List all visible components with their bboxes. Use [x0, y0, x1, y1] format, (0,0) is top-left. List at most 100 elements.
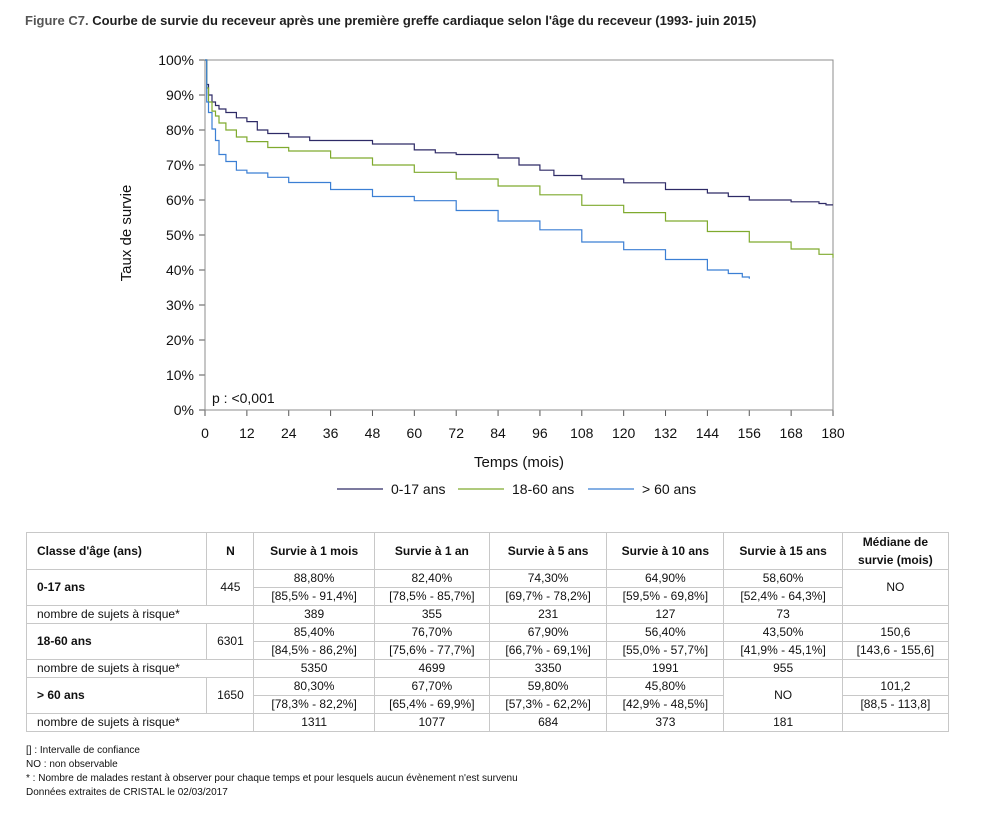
- risk-row: nombre de sujets à risque* 5350 4699 3350 19…: [25, 659, 950, 678]
- x-tick-label: 132: [654, 425, 678, 441]
- series-line-1: [205, 59, 833, 206]
- confidence-interval-cell: [55,0% - 57,7%]: [606, 641, 725, 660]
- survival-value-cell: 88,80%: [253, 569, 375, 588]
- survival-value-cell: 43,50%: [723, 623, 843, 642]
- risk-count-cell: 1311: [253, 713, 375, 732]
- y-tick-label: 40%: [166, 262, 194, 278]
- risk-row: nombre de sujets à risque* 389 355 231 127 73: [25, 605, 950, 624]
- confidence-interval-cell: [52,4% - 64,3%]: [723, 587, 843, 606]
- confidence-interval-cell: [57,3% - 62,2%]: [488, 695, 608, 714]
- x-tick-label: 12: [239, 425, 255, 441]
- legend-label-3: > 60 ans: [642, 481, 696, 497]
- risk-label-cell: nombre de sujets à risque*: [25, 605, 255, 624]
- legend-label-2: 18-60 ans: [512, 481, 574, 497]
- risk-count-cell: 684: [488, 713, 608, 732]
- confidence-interval-cell: [78,5% - 85,7%]: [373, 587, 490, 606]
- risk-count-cell: 1077: [373, 713, 490, 732]
- risk-count-cell: 1991: [606, 659, 725, 678]
- x-tick-label: 24: [281, 425, 297, 441]
- survival-curves: [205, 59, 834, 279]
- median-cell: 150,6: [841, 623, 950, 642]
- y-tick-label: 50%: [166, 227, 194, 243]
- median-cell: NO: [841, 569, 950, 606]
- n-cell: 6301: [206, 623, 255, 660]
- header-survival-15-years: Survie à 15 ans: [723, 532, 843, 570]
- survival-value-cell: 80,30%: [253, 677, 375, 696]
- n-cell: 1650: [206, 677, 255, 714]
- survival-value-cell: 85,40%: [253, 623, 375, 642]
- confidence-interval-cell: [42,9% - 48,5%]: [606, 695, 725, 714]
- x-tick-label: 36: [323, 425, 339, 441]
- table-row-ci: [85,5% - 91,4%] [78,5% - 85,7%] [69,7% - 7…: [27, 587, 949, 606]
- survival-chart: 0% 10% 20% 30% 40% 50% 60% 70% 80% 90% 100% 0 12 24 3…: [118, 52, 845, 497]
- age-class-cell: 18-60 ans: [25, 623, 208, 660]
- table-row: 0-17 ans 445 88,80% 82,40% 74,30% 64,90% 58,60…: [25, 569, 950, 606]
- p-value-annotation: p : <0,001: [212, 390, 275, 406]
- risk-count-cell: 5350: [253, 659, 375, 678]
- x-tick-label: 96: [532, 425, 548, 441]
- x-tick-label: 120: [612, 425, 636, 441]
- survival-value-cell: 67,90%: [488, 623, 608, 642]
- risk-count-cell: 231: [488, 605, 608, 624]
- risk-row: nombre de sujets à risque* 1311 1077 684 373…: [25, 713, 950, 732]
- x-tick-label: 108: [570, 425, 594, 441]
- header-age-class: Classe d'âge (ans): [25, 532, 208, 570]
- table-header-row: Classe d'âge (ans) N Survie à 1 mois Sur…: [25, 532, 950, 570]
- risk-count-cell: 389: [253, 605, 375, 624]
- median-ci-cell: [143,6 - 155,6]: [841, 641, 950, 660]
- header-median-survival: Médiane de survie (mois): [841, 532, 950, 570]
- y-tick-label: 20%: [166, 332, 194, 348]
- survival-value-cell: 59,80%: [488, 677, 608, 696]
- legend: 0-17 ans 18-60 ans > 60 ans: [337, 481, 696, 497]
- y-tick-label: 90%: [166, 87, 194, 103]
- header-survival-5-years: Survie à 5 ans: [488, 532, 608, 570]
- survival-value-cell: 45,80%: [606, 677, 725, 696]
- x-tick-label: 48: [365, 425, 381, 441]
- y-tick-label: 10%: [166, 367, 194, 383]
- header-n: N: [206, 532, 255, 570]
- header-survival-1-month: Survie à 1 mois: [253, 532, 375, 570]
- risk-count-cell: 4699: [373, 659, 490, 678]
- y-tick-label: 60%: [166, 192, 194, 208]
- age-class-cell: > 60 ans: [25, 677, 208, 714]
- risk-label-cell: nombre de sujets à risque*: [25, 659, 255, 678]
- risk-count-cell: 181: [723, 713, 843, 732]
- confidence-interval-cell: [85,5% - 91,4%]: [253, 587, 375, 606]
- table-row-ci: [84,5% - 86,2%] [75,6% - 77,7%] [66,7% - 6…: [27, 641, 950, 660]
- survival-value-cell: 76,70%: [373, 623, 490, 642]
- footnote-source: Données extraites de CRISTAL le 02/03/20…: [26, 787, 228, 798]
- x-tick-label: 0: [201, 425, 209, 441]
- risk-count-cell: 127: [606, 605, 725, 624]
- footnote-star: * : Nombre de malades restant à observer…: [26, 773, 518, 784]
- risk-count-cell: 73: [723, 605, 843, 624]
- empty-cell: [841, 605, 950, 624]
- figure-caption: Courbe de survie du receveur après une p…: [92, 13, 757, 28]
- confidence-interval-cell: [84,5% - 86,2%]: [253, 641, 375, 660]
- y-axis-label: Taux de survie: [118, 185, 135, 282]
- survival-value-cell: 82,40%: [373, 569, 490, 588]
- footnote-ci: [] : Intervalle de confiance: [26, 745, 140, 756]
- x-tick-label: 60: [407, 425, 423, 441]
- n-cell: 445: [206, 569, 255, 606]
- risk-count-cell: 955: [723, 659, 843, 678]
- survival-value-cell: 64,90%: [606, 569, 725, 588]
- header-survival-10-years: Survie à 10 ans: [606, 532, 725, 570]
- confidence-interval-cell: [75,6% - 77,7%]: [373, 641, 490, 660]
- confidence-interval-cell: [59,5% - 69,8%]: [606, 587, 725, 606]
- survival-value-cell: 56,40%: [606, 623, 725, 642]
- y-tick-label: 0%: [174, 402, 194, 418]
- header-median-line1: Médiane de: [862, 535, 929, 549]
- confidence-interval-cell: [66,7% - 69,1%]: [488, 641, 608, 660]
- survival-table: Classe d'âge (ans) N Survie à 1 mois Sur…: [25, 532, 950, 732]
- header-median-line2: survie (mois): [858, 553, 933, 567]
- median-ci-cell: [88,5 - 113,8]: [841, 695, 950, 714]
- median-cell: 101,2: [841, 677, 950, 696]
- empty-cell: [841, 659, 950, 678]
- figure-title: Figure C7. Courbe de survie du receveur …: [25, 13, 756, 28]
- x-tick-label: 84: [490, 425, 506, 441]
- age-class-cell: 0-17 ans: [25, 569, 208, 606]
- series-line-3: [205, 59, 750, 279]
- footnote-no: NO : non observable: [26, 759, 118, 770]
- y-tick-label: 70%: [166, 157, 194, 173]
- survival-value-cell: 74,30%: [488, 569, 608, 588]
